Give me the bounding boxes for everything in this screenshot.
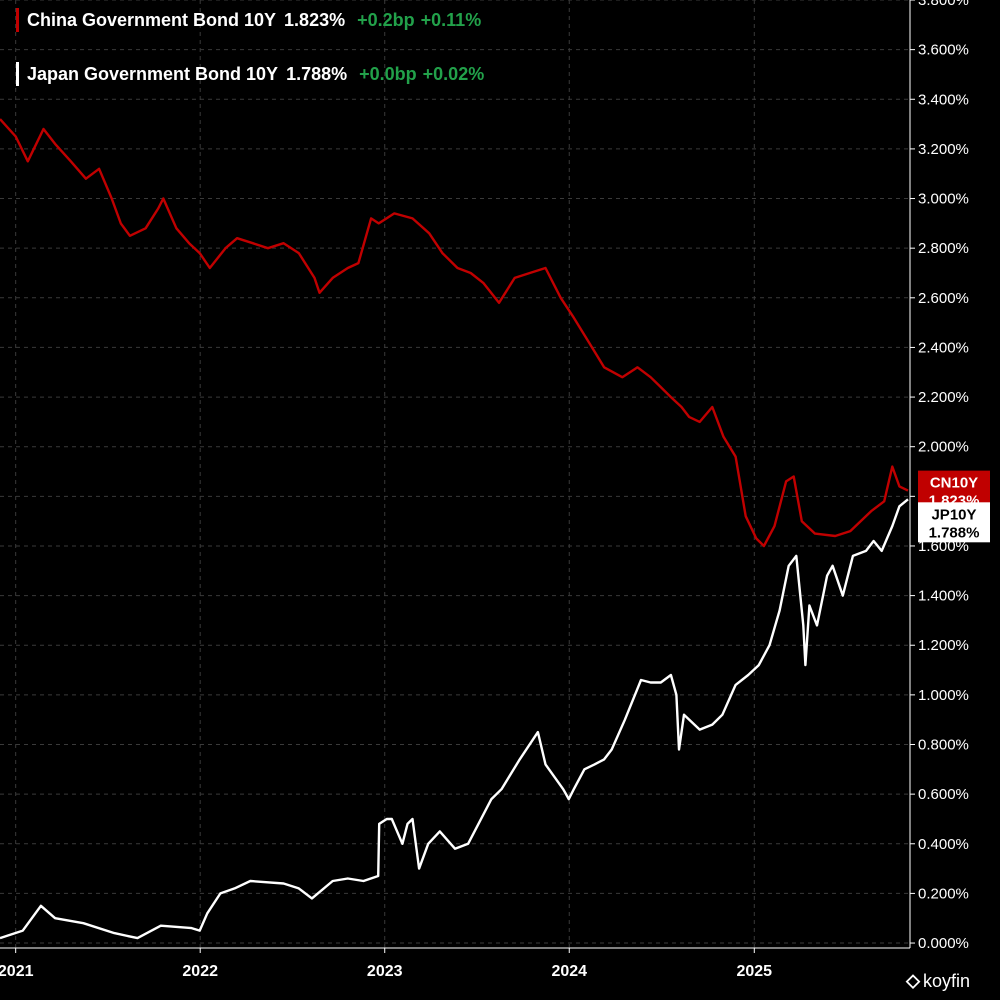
y-tick-label: 3.800%: [918, 0, 969, 9]
series-lines: [0, 118, 909, 940]
y-tick-label: 3.400%: [918, 91, 969, 108]
y-tick-label: 1.200%: [918, 637, 969, 654]
cn10y-badge-label: CN10Y: [930, 475, 978, 492]
x-tick-label: 2024: [551, 963, 587, 980]
y-tick-label: 2.400%: [918, 339, 969, 356]
y-tick-label: 1.400%: [918, 588, 969, 605]
legend-china[interactable]: China Government Bond 10Y 1.823% +0.2bp …: [16, 8, 487, 32]
legend-japan[interactable]: Japan Government Bond 10Y 1.788% +0.0bp …: [16, 62, 490, 86]
legend-china-change-bp: +0.2bp: [357, 9, 415, 30]
jp10y-badge-value: 1.788%: [929, 524, 980, 541]
y-tick-label: 2.000%: [918, 439, 969, 456]
y-tick-label: 2.800%: [918, 240, 969, 257]
koyfin-logo-icon: ⬦: [906, 970, 920, 992]
koyfin-brand[interactable]: ⬦ koyfin: [906, 970, 970, 993]
china-10y-line: [0, 118, 909, 548]
legend-japan-change-bp: +0.0bp: [359, 63, 417, 84]
y-tick-label: 3.000%: [918, 191, 969, 208]
legend-japan-swatch: [16, 62, 19, 86]
jp10y-badge: [918, 502, 990, 543]
y-tick-label: 2.200%: [918, 389, 969, 406]
y-tick-label: 1.000%: [918, 687, 969, 704]
y-tick-label: 2.600%: [918, 290, 969, 307]
koyfin-brand-name: koyfin: [923, 971, 971, 991]
y-tick-label: 0.000%: [918, 935, 969, 952]
jp10y-badge-label: JP10Y: [931, 506, 976, 523]
x-axis-ticks: 2021 2022 2023 2024 2025: [0, 948, 772, 980]
legend-japan-name: Japan Government Bond 10Y: [27, 63, 279, 84]
japan-10y-line: [0, 498, 909, 940]
x-tick-label: 2022: [182, 963, 218, 980]
legend-china-value: 1.823%: [284, 9, 346, 30]
x-tick-label: 2021: [0, 963, 34, 980]
y-tick-label: 3.600%: [918, 42, 969, 59]
legend-china-name: China Government Bond 10Y: [27, 9, 277, 30]
legend-japan-value: 1.788%: [286, 63, 348, 84]
legend-china-swatch: [16, 8, 19, 32]
y-tick-label: 0.600%: [918, 786, 969, 803]
grid-lines: [0, 0, 910, 948]
x-tick-label: 2023: [367, 963, 403, 980]
y-tick-label: 0.800%: [918, 737, 969, 754]
y-tick-label: 0.200%: [918, 885, 969, 902]
legend-china-change-pct: +0.11%: [420, 9, 482, 30]
y-tick-label: 3.200%: [918, 141, 969, 158]
legend-japan-change-pct: +0.02%: [422, 63, 485, 84]
x-tick-label: 2025: [736, 963, 772, 980]
y-tick-label: 0.400%: [918, 836, 969, 853]
